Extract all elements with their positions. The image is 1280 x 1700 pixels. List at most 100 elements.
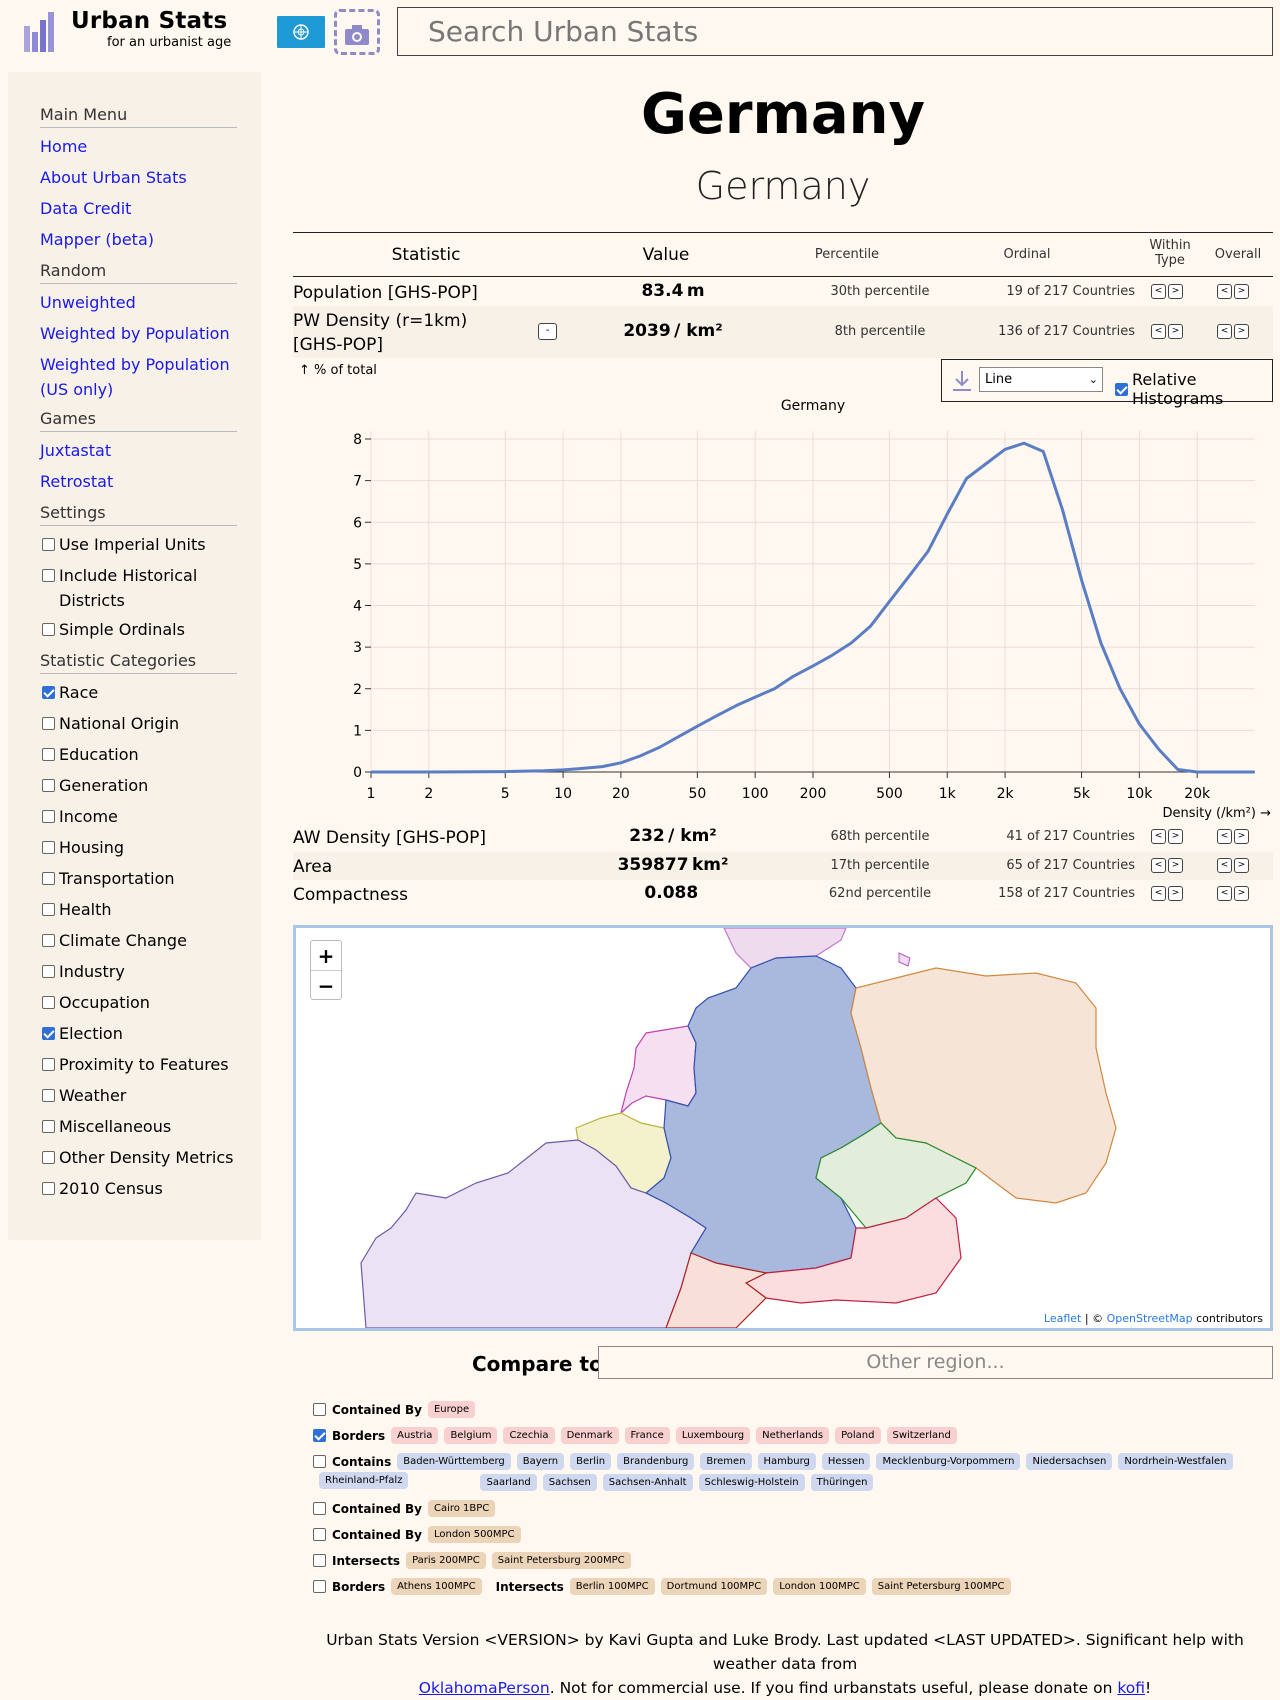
related-region-tag[interactable]: Czechia [503, 1427, 555, 1444]
setting-imperial-units[interactable]: Use Imperial Units [40, 532, 240, 557]
related-region-tag[interactable]: Paris 200MPC [406, 1552, 486, 1569]
checkbox[interactable] [42, 748, 55, 761]
category-transportation[interactable]: Transportation [40, 866, 240, 891]
related-region-tag[interactable]: London 100MPC [773, 1578, 866, 1595]
checkbox[interactable] [42, 872, 55, 885]
sidebar-link-unweighted[interactable]: Unweighted [40, 293, 136, 312]
next-overall-button[interactable]: > [1234, 886, 1249, 901]
related-region-tag[interactable]: Dortmund 100MPC [660, 1578, 768, 1595]
category-national-origin[interactable]: National Origin [40, 711, 240, 736]
checkbox[interactable] [42, 965, 55, 978]
prev-overall-button[interactable]: < [1217, 886, 1232, 901]
map-shapes[interactable] [296, 928, 1270, 1328]
checkbox[interactable] [42, 1027, 55, 1040]
prev-within-type-button[interactable]: < [1151, 829, 1166, 844]
statistic-name[interactable]: Compactness [293, 885, 408, 905]
category-occupation[interactable]: Occupation [40, 990, 240, 1015]
related-region-tag[interactable]: Netherlands [756, 1427, 830, 1444]
checkbox[interactable] [313, 1580, 326, 1593]
search-input[interactable] [398, 8, 1272, 55]
related-region-tag[interactable]: Austria [391, 1427, 439, 1444]
prev-overall-button[interactable]: < [1217, 858, 1232, 873]
checkbox[interactable] [313, 1502, 326, 1515]
footer-link-oklahomaperson[interactable]: OklahomaPerson [418, 1679, 550, 1697]
checkbox[interactable] [42, 569, 55, 582]
category-health[interactable]: Health [40, 897, 240, 922]
checkbox[interactable] [42, 623, 55, 636]
collapse-button[interactable]: - [538, 323, 557, 340]
next-overall-button[interactable]: > [1234, 858, 1249, 873]
sidebar-link-retrostat[interactable]: Retrostat [40, 472, 114, 491]
category-education[interactable]: Education [40, 742, 240, 767]
histogram-type-select[interactable]: Line ⌄ [979, 367, 1103, 392]
checkbox[interactable] [42, 841, 55, 854]
checkbox[interactable] [42, 810, 55, 823]
prev-overall-button[interactable]: < [1217, 829, 1232, 844]
checkbox[interactable] [42, 1120, 55, 1133]
related-region-tag[interactable]: Athens 100MPC [391, 1578, 482, 1595]
related-region-tag[interactable]: Bremen [700, 1453, 752, 1470]
related-region-tag[interactable]: Brandenburg [617, 1453, 695, 1470]
category-industry[interactable]: Industry [40, 959, 240, 984]
compare-region-input[interactable]: Other region... [598, 1346, 1273, 1379]
category-race[interactable]: Race [40, 680, 240, 705]
sidebar-link-juxtastat[interactable]: Juxtastat [40, 441, 112, 460]
category-housing[interactable]: Housing [40, 835, 240, 860]
setting-simple-ordinals[interactable]: Simple Ordinals [40, 617, 240, 642]
checkbox[interactable] [42, 1151, 55, 1164]
next-overall-button[interactable]: > [1234, 324, 1249, 339]
related-region-tag[interactable]: Mecklenburg-Vorpommern [876, 1453, 1021, 1470]
screenshot-camera-icon[interactable] [334, 9, 380, 55]
prev-within-type-button[interactable]: < [1151, 858, 1166, 873]
zoom-out-button[interactable]: − [317, 974, 335, 998]
related-region-tag[interactable]: Denmark [560, 1427, 619, 1444]
related-region-tag[interactable]: Hamburg [757, 1453, 816, 1470]
next-within-type-button[interactable]: > [1168, 858, 1183, 873]
osm-link[interactable]: OpenStreetMap [1106, 1312, 1193, 1325]
checkbox[interactable] [42, 538, 55, 551]
related-region-tag[interactable]: Baden-Württemberg [397, 1453, 511, 1470]
related-region-tag[interactable]: Sachsen-Anhalt [602, 1474, 693, 1491]
category-other-density-metrics[interactable]: Other Density Metrics [40, 1145, 240, 1170]
checkbox[interactable] [313, 1455, 326, 1468]
related-region-tag[interactable]: London 500MPC [427, 1526, 521, 1543]
category-proximity-to-features[interactable]: Proximity to Features [40, 1052, 240, 1077]
related-region-tag[interactable]: Berlin 100MPC [569, 1578, 655, 1595]
related-region-tag[interactable]: Switzerland [886, 1427, 957, 1444]
prev-overall-button[interactable]: < [1217, 324, 1232, 339]
checkbox[interactable] [313, 1429, 326, 1442]
category-climate-change[interactable]: Climate Change [40, 928, 240, 953]
checkbox[interactable] [42, 1089, 55, 1102]
footer-link-kofi[interactable]: kofi [1117, 1679, 1146, 1697]
checkbox[interactable] [313, 1554, 326, 1567]
prev-overall-button[interactable]: < [1217, 284, 1232, 299]
related-region-tag[interactable]: Saarland [480, 1474, 537, 1491]
related-region-tag[interactable]: Europe [427, 1401, 476, 1418]
zoom-in-button[interactable]: + [311, 941, 341, 971]
prev-within-type-button[interactable]: < [1151, 324, 1166, 339]
sidebar-link-data-credit[interactable]: Data Credit [40, 199, 132, 218]
next-within-type-button[interactable]: > [1168, 284, 1183, 299]
category-election[interactable]: Election [40, 1021, 240, 1046]
category-miscellaneous[interactable]: Miscellaneous [40, 1114, 240, 1139]
related-region-tag[interactable]: Saint Petersburg 100MPC [871, 1578, 1011, 1595]
sidebar-link-home[interactable]: Home [40, 137, 88, 156]
checkbox[interactable] [42, 996, 55, 1009]
related-region-tag[interactable]: France [624, 1427, 670, 1444]
checkbox[interactable] [42, 903, 55, 916]
sidebar-link-mapper[interactable]: Mapper (beta) [40, 230, 154, 249]
category-weather[interactable]: Weather [40, 1083, 240, 1108]
related-region-tag[interactable]: Cairo 1BPC [427, 1500, 496, 1517]
checkbox[interactable] [42, 1058, 55, 1071]
statistic-name[interactable]: AW Density [GHS-POP] [293, 828, 486, 848]
related-region-tag[interactable]: Nordrhein-Westfalen [1118, 1453, 1233, 1470]
sidebar-link-weighted-pop[interactable]: Weighted by Population [40, 324, 230, 343]
category-generation[interactable]: Generation [40, 773, 240, 798]
related-region-tag[interactable]: Saint Petersburg 200MPC [491, 1552, 631, 1569]
setting-historical-districts[interactable]: Include Historical Districts [40, 563, 240, 613]
related-region-tag[interactable]: Hessen [821, 1453, 871, 1470]
related-region-tag[interactable]: Poland [835, 1427, 881, 1444]
prev-within-type-button[interactable]: < [1151, 886, 1166, 901]
next-overall-button[interactable]: > [1234, 284, 1249, 299]
next-overall-button[interactable]: > [1234, 829, 1249, 844]
